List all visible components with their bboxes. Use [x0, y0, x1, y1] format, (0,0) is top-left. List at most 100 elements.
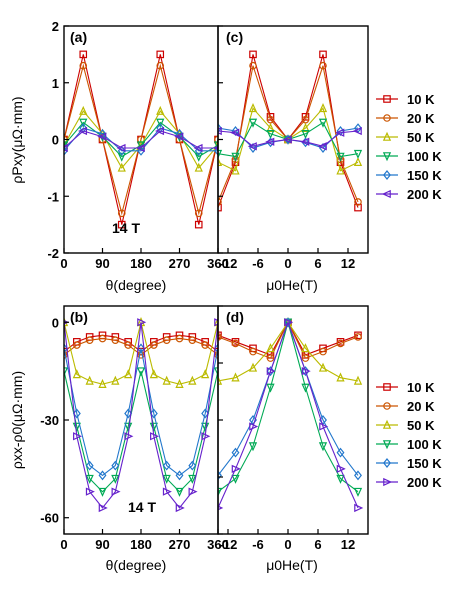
legend-label: 200 K	[407, 187, 442, 202]
data-point	[111, 474, 120, 484]
data-point	[137, 145, 145, 156]
data-point	[175, 378, 184, 388]
data-point	[218, 375, 223, 385]
data-point	[64, 143, 68, 153]
data-point	[79, 50, 88, 59]
y-tick-label: -30	[40, 413, 59, 428]
data-point	[64, 145, 68, 156]
xlabel-d: μ0He(T)	[266, 557, 318, 573]
data-point	[85, 487, 95, 496]
data-point	[266, 130, 275, 140]
data-point	[318, 442, 328, 452]
data-point	[319, 50, 327, 59]
legend-label: 50 K	[407, 418, 435, 433]
data-point	[188, 375, 197, 385]
x-tick-label: 180	[130, 256, 152, 271]
data-point	[117, 220, 126, 229]
data-point	[85, 474, 94, 484]
data-point	[117, 209, 126, 218]
panel-d: -12 -6 0 6 12	[217, 305, 369, 552]
legend-marker	[383, 458, 391, 468]
data-point	[124, 432, 134, 441]
data-point	[188, 336, 197, 345]
y-tick-label: 0	[52, 315, 59, 330]
data-point	[124, 369, 133, 379]
data-point	[194, 152, 203, 162]
data-point	[188, 460, 197, 471]
data-point	[249, 347, 257, 356]
x-tick-label: 12	[341, 537, 355, 552]
data-point	[336, 447, 345, 458]
legend-label: 100 K	[407, 437, 442, 452]
data-point	[188, 487, 198, 496]
panel-label-c: (c)	[226, 29, 243, 45]
data-point	[111, 487, 121, 496]
ylabel-b: ρxx-ρ0(μΩ·mm)	[9, 371, 25, 469]
data-point	[284, 318, 294, 327]
x-tick-label: 0	[284, 256, 291, 271]
data-point	[335, 128, 345, 137]
x-tick-label: 6	[314, 256, 321, 271]
x-tick-label: -6	[252, 256, 264, 271]
series-line	[218, 321, 359, 382]
data-point	[218, 470, 222, 481]
data-point	[175, 334, 184, 343]
legend-label: 50 K	[407, 130, 435, 145]
data-point	[162, 474, 171, 484]
data-point	[319, 422, 329, 431]
legend-marker	[383, 95, 391, 103]
data-point	[248, 362, 258, 372]
series-line	[64, 127, 218, 152]
legend-marker	[382, 131, 392, 141]
data-point	[79, 105, 88, 115]
x-tick-label: 90	[95, 256, 109, 271]
series-line	[64, 121, 218, 158]
data-point	[317, 142, 327, 151]
data-point	[336, 165, 345, 175]
data-point	[149, 408, 158, 419]
data-point	[201, 369, 210, 379]
data-point	[353, 487, 363, 497]
data-point	[135, 143, 145, 153]
data-point	[248, 103, 258, 113]
data-point	[249, 50, 257, 59]
series-line	[64, 322, 218, 509]
x-tick-label: 360	[207, 537, 229, 552]
data-point	[214, 145, 218, 156]
legend-label: 10 K	[407, 380, 435, 395]
data-point	[301, 115, 310, 124]
series-line	[64, 338, 218, 356]
series-line	[64, 370, 218, 493]
y-tick-label: -1	[47, 189, 59, 204]
data-point	[124, 341, 132, 349]
series-line	[218, 130, 359, 147]
legend-label: 150 K	[407, 456, 442, 471]
y-tick-label: 0	[52, 133, 59, 148]
x-tick-label: -6	[252, 537, 264, 552]
data-point	[231, 464, 241, 473]
data-point	[353, 375, 363, 385]
data-point	[64, 367, 69, 377]
data-point	[336, 474, 345, 484]
legend-marker	[383, 477, 393, 487]
legend-bottom: 10 K 20 K 50 K 100 K 150 K 200 K	[376, 380, 442, 490]
x-tick-label: 6	[314, 537, 321, 552]
data-point	[352, 126, 362, 136]
x-tick-label: 270	[169, 537, 191, 552]
data-point	[116, 143, 126, 153]
panel-label-b: (b)	[70, 309, 88, 325]
data-point	[230, 128, 240, 137]
data-point	[218, 123, 222, 134]
data-point	[162, 487, 172, 496]
x-tick-label: 90	[95, 537, 109, 552]
data-point	[249, 61, 257, 70]
data-point	[194, 209, 203, 218]
data-point	[301, 122, 310, 132]
data-point	[214, 318, 218, 327]
legend-marker	[383, 383, 391, 391]
data-point	[218, 126, 222, 136]
data-point	[174, 132, 184, 141]
panel-label-d: (d)	[226, 309, 244, 325]
data-point	[155, 126, 165, 136]
data-point	[175, 503, 185, 513]
